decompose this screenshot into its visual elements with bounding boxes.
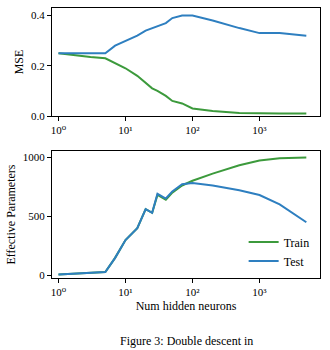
svg-text:10¹: 10¹ [118, 124, 132, 136]
svg-text:Num hidden neurons: Num hidden neurons [136, 299, 237, 313]
svg-text:10⁰: 10⁰ [51, 286, 67, 298]
svg-text:Test: Test [284, 255, 304, 269]
svg-text:10²: 10² [185, 124, 200, 136]
svg-text:MSE: MSE [12, 50, 26, 75]
svg-text:10⁰: 10⁰ [51, 124, 67, 136]
svg-text:Train: Train [284, 236, 310, 250]
svg-text:10³: 10³ [252, 124, 267, 136]
svg-text:0.0: 0.0 [31, 110, 45, 122]
svg-text:Effective Parameters: Effective Parameters [4, 164, 18, 264]
svg-text:0: 0 [39, 269, 45, 281]
svg-text:0.4: 0.4 [31, 9, 45, 21]
svg-text:10³: 10³ [252, 286, 267, 298]
svg-text:10¹: 10¹ [118, 286, 132, 298]
svg-text:0.2: 0.2 [31, 60, 45, 72]
svg-text:10²: 10² [185, 286, 200, 298]
svg-text:500: 500 [28, 210, 45, 222]
svg-text:1000: 1000 [23, 151, 46, 163]
svg-text:Figure 3: Double descent in: Figure 3: Double descent in [120, 334, 253, 348]
